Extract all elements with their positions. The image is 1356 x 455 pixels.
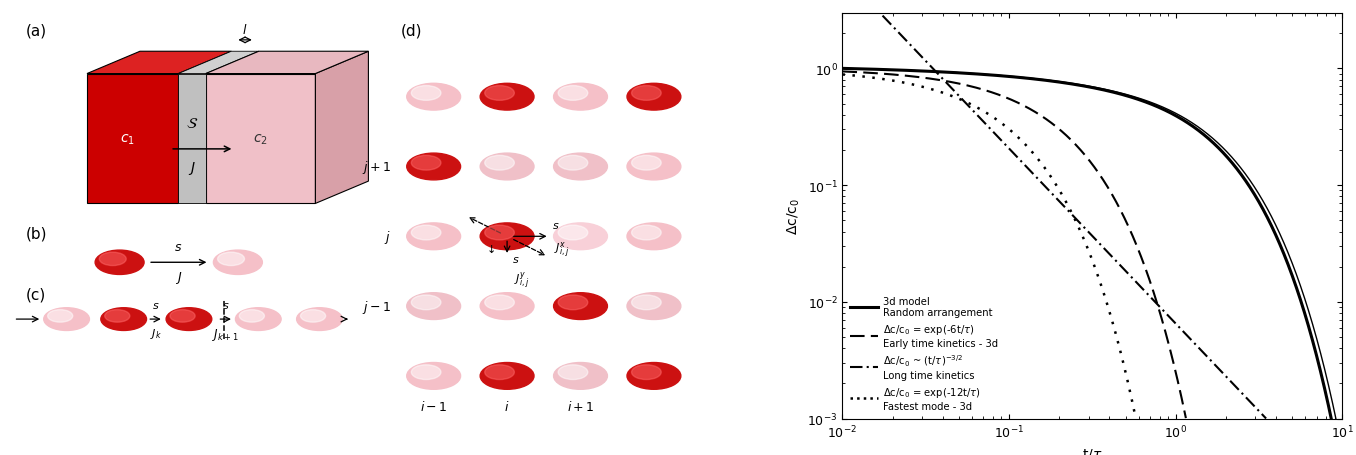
- Text: (c): (c): [26, 287, 46, 302]
- Circle shape: [43, 308, 89, 331]
- Text: $J_{k+1}$: $J_{k+1}$: [213, 327, 239, 343]
- Circle shape: [411, 365, 441, 379]
- Circle shape: [411, 295, 441, 310]
- Y-axis label: $\Delta$c/c$_0$: $\Delta$c/c$_0$: [785, 197, 801, 235]
- Circle shape: [484, 86, 514, 101]
- Circle shape: [213, 251, 262, 275]
- Text: $c_2$: $c_2$: [254, 132, 268, 147]
- Circle shape: [559, 365, 587, 379]
- Circle shape: [165, 308, 212, 331]
- Circle shape: [100, 308, 146, 331]
- Text: $s$: $s$: [552, 221, 560, 231]
- Text: $j-1$: $j-1$: [362, 298, 392, 315]
- Text: $J^x_{i,j}$: $J^x_{i,j}$: [555, 240, 570, 259]
- Circle shape: [626, 293, 681, 320]
- Circle shape: [632, 86, 662, 101]
- Circle shape: [407, 84, 461, 111]
- Circle shape: [559, 226, 587, 240]
- Circle shape: [480, 84, 534, 111]
- Circle shape: [559, 295, 587, 310]
- Circle shape: [484, 226, 514, 240]
- Circle shape: [480, 363, 534, 389]
- Text: (e): (e): [782, 0, 805, 1]
- Circle shape: [626, 84, 681, 111]
- Circle shape: [407, 293, 461, 320]
- Circle shape: [626, 154, 681, 181]
- Text: (b): (b): [26, 226, 47, 241]
- Circle shape: [553, 363, 607, 389]
- Polygon shape: [206, 52, 369, 74]
- Circle shape: [626, 363, 681, 389]
- Circle shape: [99, 253, 126, 266]
- Text: $j$: $j$: [384, 228, 392, 245]
- Circle shape: [484, 365, 514, 379]
- Circle shape: [632, 295, 662, 310]
- Circle shape: [170, 310, 195, 323]
- Circle shape: [104, 310, 130, 323]
- Circle shape: [553, 223, 607, 250]
- Circle shape: [239, 310, 264, 323]
- Circle shape: [484, 156, 514, 171]
- Circle shape: [632, 226, 662, 240]
- Text: $J$: $J$: [188, 160, 197, 177]
- Text: $c_1$: $c_1$: [121, 132, 136, 147]
- Text: $J$: $J$: [175, 269, 182, 286]
- Circle shape: [553, 154, 607, 181]
- Circle shape: [626, 223, 681, 250]
- Text: $i$: $i$: [504, 399, 510, 414]
- Polygon shape: [179, 52, 259, 74]
- Circle shape: [632, 156, 662, 171]
- Circle shape: [559, 156, 587, 171]
- Text: $s$: $s$: [152, 300, 159, 310]
- Circle shape: [484, 295, 514, 310]
- Text: $i+1$: $i+1$: [567, 399, 594, 414]
- Polygon shape: [206, 74, 316, 204]
- Circle shape: [632, 365, 662, 379]
- Circle shape: [407, 154, 461, 181]
- Circle shape: [236, 308, 281, 331]
- Circle shape: [407, 223, 461, 250]
- Circle shape: [47, 310, 73, 323]
- Circle shape: [411, 226, 441, 240]
- Circle shape: [301, 310, 325, 323]
- Polygon shape: [87, 74, 179, 204]
- Polygon shape: [87, 52, 232, 74]
- Text: (a): (a): [26, 24, 47, 39]
- Circle shape: [411, 86, 441, 101]
- X-axis label: t/$\tau$: t/$\tau$: [1082, 445, 1102, 455]
- Text: (d): (d): [401, 24, 423, 39]
- Circle shape: [553, 293, 607, 320]
- Text: $\downarrow$: $\downarrow$: [484, 242, 495, 254]
- Circle shape: [411, 156, 441, 171]
- Circle shape: [217, 253, 244, 266]
- Circle shape: [407, 363, 461, 389]
- Text: $\mathcal{S}$: $\mathcal{S}$: [186, 116, 198, 131]
- Text: $J^y_{i,j}$: $J^y_{i,j}$: [514, 270, 529, 291]
- Legend: 3d model
Random arrangement, $\Delta$c/c$_0$ = exp(-6t/$\tau$)
Early time kineti: 3d model Random arrangement, $\Delta$c/c…: [848, 293, 1002, 414]
- Circle shape: [480, 223, 534, 250]
- Text: $J_k$: $J_k$: [149, 327, 161, 341]
- Circle shape: [553, 84, 607, 111]
- Circle shape: [480, 154, 534, 181]
- Polygon shape: [179, 74, 206, 204]
- Circle shape: [559, 86, 587, 101]
- Circle shape: [297, 308, 342, 331]
- Text: $l$: $l$: [243, 23, 248, 37]
- Text: $j+1$: $j+1$: [362, 159, 392, 176]
- Circle shape: [95, 251, 144, 275]
- Text: $s$: $s$: [222, 300, 229, 310]
- Text: $s$: $s$: [513, 254, 519, 264]
- Circle shape: [480, 293, 534, 320]
- Polygon shape: [316, 52, 369, 204]
- Text: $i-1$: $i-1$: [420, 399, 447, 414]
- Text: $s$: $s$: [174, 240, 183, 253]
